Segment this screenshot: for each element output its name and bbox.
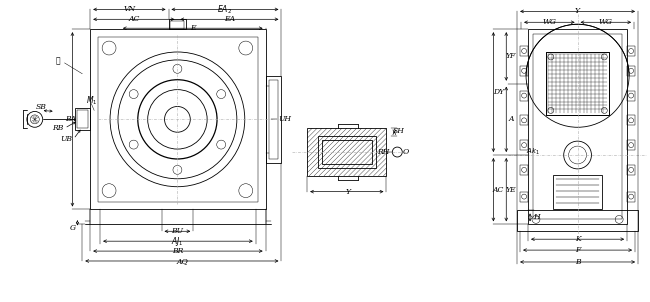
- Text: Y: Y: [345, 188, 350, 196]
- Bar: [520, 140, 528, 150]
- Text: AC: AC: [493, 186, 504, 194]
- Text: SH: SH: [393, 127, 404, 135]
- Text: Y: Y: [575, 7, 580, 15]
- Bar: [552, 175, 603, 210]
- Bar: [168, 19, 187, 29]
- Text: BA: BA: [65, 115, 76, 123]
- Bar: [75, 108, 90, 130]
- Bar: [266, 76, 281, 163]
- Bar: [520, 115, 528, 125]
- Text: RH: RH: [377, 148, 389, 156]
- Text: AQ: AQ: [177, 257, 188, 265]
- Text: E: E: [190, 24, 196, 32]
- Text: DY: DY: [493, 88, 504, 96]
- Text: UH: UH: [278, 115, 291, 123]
- Text: RB: RB: [52, 124, 63, 132]
- Text: A: A: [508, 115, 514, 123]
- Bar: [627, 140, 635, 150]
- Bar: [520, 192, 528, 201]
- Bar: [318, 136, 376, 168]
- Text: WG: WG: [599, 18, 613, 26]
- Bar: [627, 192, 635, 201]
- Bar: [520, 46, 528, 56]
- Bar: [517, 210, 638, 231]
- Bar: [520, 91, 528, 101]
- Bar: [546, 52, 609, 115]
- Text: H: H: [532, 214, 540, 221]
- Text: $EA_2$: $EA_2$: [218, 3, 233, 16]
- Text: $M_1$: $M_1$: [86, 94, 97, 107]
- Text: $AJ_1$: $AJ_1$: [171, 235, 184, 248]
- Bar: [77, 111, 88, 128]
- Bar: [520, 165, 528, 175]
- Bar: [520, 66, 528, 76]
- Text: BR: BR: [172, 247, 183, 255]
- Bar: [268, 80, 278, 159]
- Bar: [627, 46, 635, 56]
- Bar: [627, 115, 635, 125]
- Text: G: G: [70, 224, 75, 232]
- Bar: [322, 140, 372, 164]
- Text: B: B: [575, 258, 580, 266]
- Text: YF: YF: [506, 53, 516, 60]
- Text: $Ak_1$: $Ak_1$: [526, 147, 540, 157]
- Bar: [533, 34, 622, 219]
- Text: AC: AC: [128, 15, 140, 23]
- Bar: [170, 21, 185, 29]
- Text: K: K: [575, 235, 580, 243]
- Text: VN: VN: [124, 5, 135, 13]
- Bar: [98, 37, 257, 201]
- Text: WG: WG: [542, 18, 556, 26]
- Bar: [546, 52, 609, 115]
- Bar: [307, 128, 386, 176]
- Bar: [90, 29, 266, 210]
- Bar: [627, 66, 635, 76]
- Text: SB: SB: [35, 104, 46, 111]
- Text: 键: 键: [55, 57, 60, 65]
- Bar: [528, 29, 627, 224]
- Text: EA: EA: [224, 15, 235, 23]
- Text: UB: UB: [60, 135, 73, 143]
- Text: BU: BU: [172, 227, 183, 235]
- Bar: [627, 165, 635, 175]
- Bar: [627, 91, 635, 101]
- Text: YE: YE: [506, 186, 517, 194]
- Text: O: O: [403, 148, 410, 156]
- Text: F: F: [575, 246, 580, 254]
